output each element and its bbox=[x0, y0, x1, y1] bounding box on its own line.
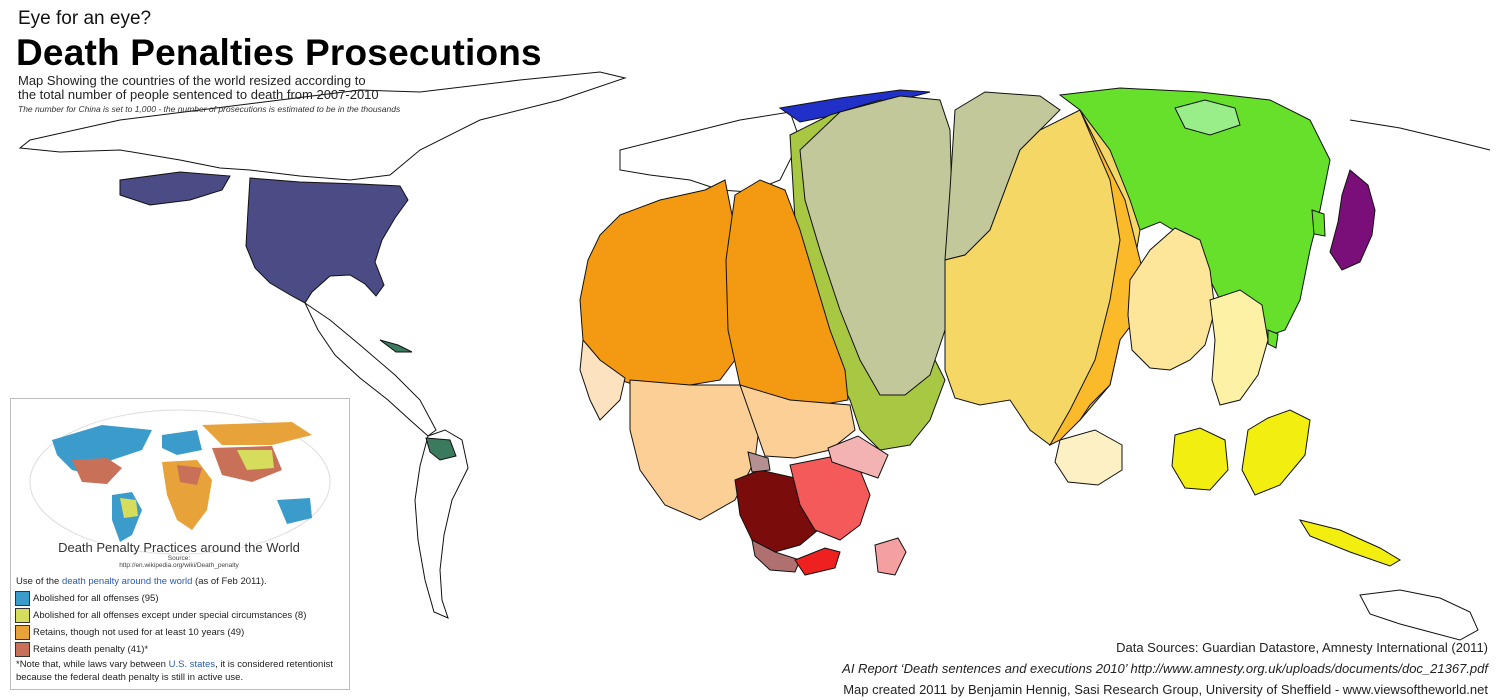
east-china-orange-shape bbox=[1048, 109, 1151, 447]
arabia-peach-shape bbox=[629, 379, 761, 521]
china-note: The number for China is set to 1,000 - t… bbox=[18, 104, 401, 114]
pakistan-west-shape bbox=[579, 179, 736, 391]
intro-suffix: (as of Feb 2011). bbox=[192, 576, 267, 587]
map-kicker: Eye for an eye? bbox=[18, 8, 152, 29]
subtitle-line-2: the total number of people sentenced to … bbox=[18, 87, 379, 102]
footnote-line-2: because the federal death penalty is sti… bbox=[16, 672, 244, 683]
taiwan-green-shape bbox=[1311, 209, 1326, 237]
indonesia-yellow-shape bbox=[1241, 409, 1311, 496]
arabia-peach-east-shape bbox=[739, 384, 856, 459]
inset-brazil bbox=[120, 498, 138, 518]
china-grey-shape bbox=[799, 95, 953, 396]
credits-data-sources: Data Sources: Guardian Datastore, Amnest… bbox=[1116, 640, 1488, 655]
inset-caption: Death Penalty Practices around the World bbox=[58, 540, 300, 555]
inset-source: Source: http://en.wikipedia.org/wiki/Dea… bbox=[11, 555, 347, 569]
footnote-prefix: *Note that, while laws vary between bbox=[16, 659, 169, 670]
inset-africa-red bbox=[177, 465, 202, 485]
inset-world-map bbox=[29, 409, 331, 555]
middle-east-region bbox=[579, 179, 907, 576]
somalia-pink-shape bbox=[874, 537, 907, 576]
map-subtitle: Map Showing the countries of the world r… bbox=[18, 74, 438, 102]
inset-russia bbox=[202, 422, 312, 445]
japan-shape bbox=[1329, 169, 1376, 271]
egypt-pink-shape bbox=[827, 435, 889, 479]
srilanka-cream-shape bbox=[1054, 429, 1123, 486]
inset-europe bbox=[162, 430, 202, 455]
legend-swatch-retains bbox=[15, 642, 30, 657]
credits-ai-report: AI Report ‘Death sentences and execution… bbox=[842, 661, 1488, 676]
pakistan-east-shape bbox=[725, 179, 849, 406]
inset-intro: Use of the death penalty around the worl… bbox=[16, 576, 267, 587]
horn-grey-shape bbox=[747, 451, 771, 473]
bangladesh-pale-shape bbox=[1127, 227, 1216, 371]
gulf-rose-shape bbox=[751, 539, 801, 573]
legend-swatch-abolished-except bbox=[15, 608, 30, 623]
footnote-line-1: *Note that, while laws vary between U.S.… bbox=[16, 658, 346, 671]
canada-landmass bbox=[18, 71, 627, 181]
inset-usa bbox=[72, 458, 122, 484]
pacific-islands-line bbox=[1349, 119, 1491, 151]
south-america-shape bbox=[414, 429, 469, 619]
europe-west-shape bbox=[619, 111, 801, 193]
northern-band bbox=[619, 87, 1376, 451]
vietnam-yellow-shape bbox=[1171, 427, 1229, 491]
malaysia-strip-shape bbox=[1298, 519, 1401, 567]
alaska-shape bbox=[119, 171, 231, 206]
credits-block: Data Sources: Guardian Datastore, Amnest… bbox=[728, 637, 1488, 700]
colombia-shape bbox=[425, 437, 457, 461]
yemen-red-shape bbox=[794, 547, 841, 576]
intro-prefix: Use of the bbox=[16, 576, 62, 587]
legend-label-abolished: Abolished for all offenses (95) bbox=[33, 593, 159, 604]
australia-outline bbox=[1359, 589, 1479, 641]
legend-label-retains-unused: Retains, though not used for at least 10… bbox=[33, 627, 245, 638]
footnote-suffix: , it is considered retentionist bbox=[215, 659, 333, 670]
inset-source-url: http://en.wikipedia.org/wiki/Death_penal… bbox=[119, 562, 239, 569]
inset-australia bbox=[277, 498, 312, 524]
inset-china bbox=[237, 450, 274, 470]
myanmar-pale-shape bbox=[1209, 289, 1269, 406]
inset-panel: Death Penalty Practices around the World… bbox=[10, 398, 350, 690]
levant-pale-shape bbox=[579, 338, 626, 421]
caribbean-shape bbox=[379, 339, 413, 353]
credits-author: Map created 2011 by Benjamin Hennig, Sas… bbox=[843, 682, 1488, 697]
usa-shape bbox=[245, 177, 409, 304]
subtitle-line-1: Map Showing the countries of the world r… bbox=[18, 73, 366, 88]
inset-africa bbox=[162, 460, 212, 530]
south-asia-region bbox=[1054, 227, 1401, 567]
legend-label-retains: Retains death penalty (41)* bbox=[33, 644, 149, 655]
us-states-link[interactable]: U.S. states bbox=[168, 659, 216, 670]
north-america-region bbox=[18, 71, 627, 619]
inset-source-label: Source: bbox=[167, 555, 191, 562]
legend-label-abolished-except: Abolished for all offenses except under … bbox=[33, 610, 307, 621]
legend-swatch-retains-unused bbox=[15, 625, 30, 640]
inset-footnote: *Note that, while laws vary between U.S.… bbox=[16, 658, 346, 684]
mongolia-lightgreen-shape bbox=[1174, 99, 1241, 136]
death-penalty-link[interactable]: death penalty around the world bbox=[61, 576, 193, 587]
legend-swatch-abolished bbox=[15, 591, 30, 606]
map-title: Death Penalties Prosecutions bbox=[16, 32, 542, 73]
